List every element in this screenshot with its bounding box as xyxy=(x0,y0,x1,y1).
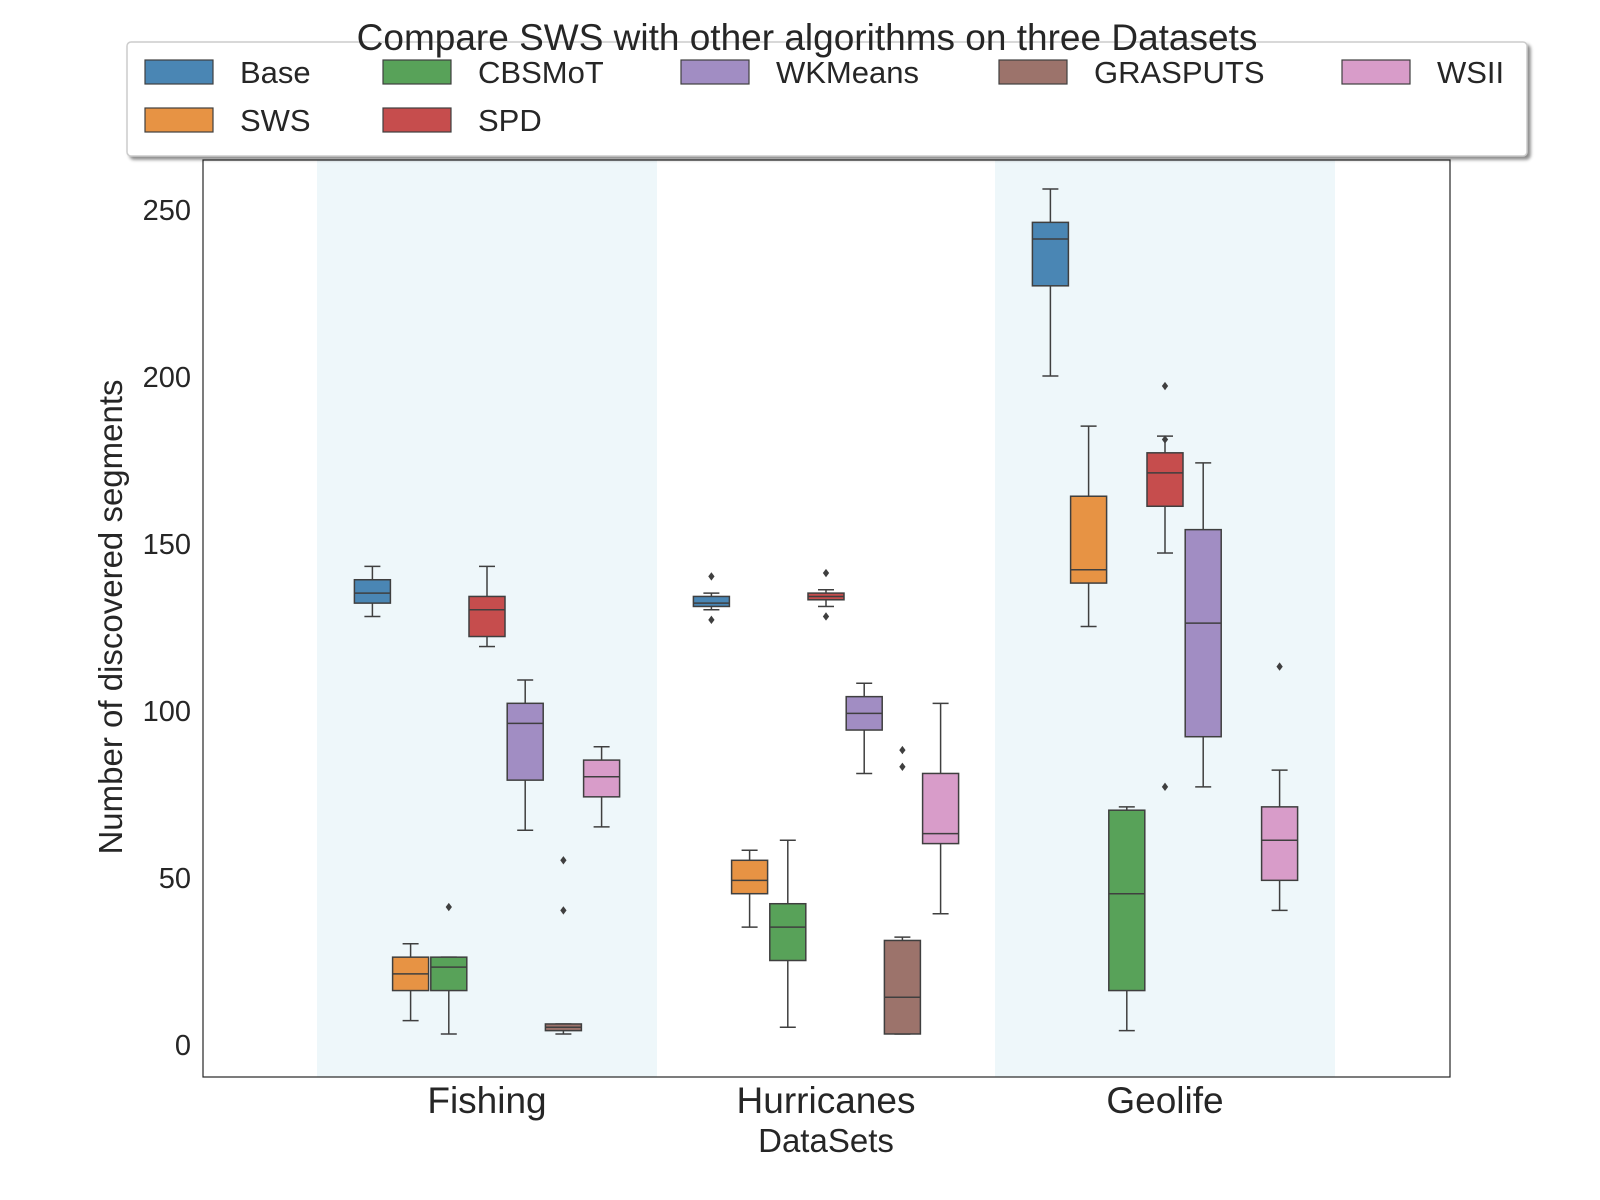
legend-item-cbsmot: CBSMoT xyxy=(382,55,604,90)
outlier-point xyxy=(560,906,567,915)
box-sws-geolife xyxy=(1069,425,1108,628)
legend-swatch xyxy=(382,107,452,133)
legend-label: GRASPUTS xyxy=(1094,55,1265,90)
y-tick-label: 200 xyxy=(143,362,191,394)
box-spd-hurricanes xyxy=(807,568,845,621)
x-tick-label: Fishing xyxy=(427,1080,546,1121)
legend-label: WSII xyxy=(1437,55,1504,90)
iqr-box xyxy=(506,702,544,781)
iqr-box xyxy=(1260,806,1299,882)
legend: Base SWS CBSMoT SPD WKMeans GRASPUTS WSII xyxy=(126,41,1528,157)
outlier-point xyxy=(1276,662,1283,671)
iqr-box xyxy=(692,595,731,608)
legend-swatch xyxy=(382,59,452,85)
legend-item-sws: SWS xyxy=(144,103,311,138)
y-tick-label: 150 xyxy=(143,529,191,561)
box-grasputs-hurricanes xyxy=(883,745,922,1035)
iqr-box xyxy=(353,578,392,604)
iqr-box xyxy=(730,859,769,895)
legend-label: SPD xyxy=(478,103,542,138)
box-spd-geolife xyxy=(1146,381,1184,792)
outlier-point xyxy=(708,572,715,581)
y-tick-label: 100 xyxy=(143,696,191,728)
y-tick-label: 0 xyxy=(175,1030,191,1062)
iqr-box xyxy=(468,595,506,638)
legend-swatch xyxy=(998,59,1068,85)
legend-item-spd: SPD xyxy=(382,103,542,138)
legend-swatch xyxy=(1341,59,1411,85)
box-grasputs-fishing xyxy=(544,856,583,1035)
legend-item-base: Base xyxy=(144,55,311,90)
box-wkmeans-fishing xyxy=(506,679,544,831)
iqr-box xyxy=(1069,495,1108,584)
x-tick-labels: Fishing Hurricanes Geolife xyxy=(427,1080,1223,1121)
outlier-point xyxy=(1161,782,1169,792)
box-spd-fishing xyxy=(468,565,506,648)
box-cbsmot-hurricanes xyxy=(769,839,807,1029)
box-base-geolife xyxy=(1031,188,1070,377)
legend-label: Base xyxy=(240,55,311,90)
legend-item-wsii: WSII xyxy=(1341,55,1504,90)
iqr-box xyxy=(1184,528,1222,738)
legend-label: CBSMoT xyxy=(478,55,604,90)
iqr-box xyxy=(1031,221,1070,287)
chart-title: Compare SWS with other algorithms on thr… xyxy=(357,17,1258,58)
iqr-box xyxy=(921,772,960,845)
box-wkmeans-hurricanes xyxy=(845,682,883,775)
box-sws-fishing xyxy=(391,943,430,1022)
category-band-geolife xyxy=(995,160,1335,1077)
x-axis-label: DataSets xyxy=(758,1122,894,1159)
outlier-point xyxy=(1161,435,1169,444)
legend-swatch xyxy=(144,59,214,85)
plot-frame xyxy=(202,159,1451,1078)
iqr-box xyxy=(1146,452,1184,508)
box-base-fishing xyxy=(353,565,392,618)
legend-box xyxy=(126,41,1528,157)
y-tick-labels: 0 50 100 150 200 250 xyxy=(143,195,191,1062)
legend-item-wkmeans: WKMeans xyxy=(680,55,919,90)
iqr-box xyxy=(582,759,621,798)
category-shading-layer xyxy=(317,160,1335,1077)
outlier-point xyxy=(822,612,830,621)
x-tick-label: Hurricanes xyxy=(737,1080,916,1121)
outlier-point xyxy=(560,856,567,865)
y-tick-label: 250 xyxy=(143,195,191,227)
iqr-box xyxy=(769,902,807,962)
legend-swatch xyxy=(144,107,214,133)
x-tick-label: Geolife xyxy=(1106,1080,1223,1121)
box-cbsmot-geolife xyxy=(1108,806,1146,1032)
box-wsii-fishing xyxy=(582,745,621,828)
box-base-hurricanes xyxy=(692,572,731,625)
box-wsii-hurricanes xyxy=(921,702,960,915)
legend-label: WKMeans xyxy=(776,55,919,90)
outlier-point xyxy=(708,615,715,625)
outlier-point xyxy=(822,568,830,578)
outlier-point xyxy=(1161,381,1169,391)
y-tick-label: 50 xyxy=(159,863,191,895)
box-wkmeans-geolife xyxy=(1184,462,1222,788)
legend-item-grasputs: GRASPUTS xyxy=(998,55,1265,90)
boxes-layer xyxy=(353,188,1299,1035)
outlier-point xyxy=(445,902,452,912)
iqr-box xyxy=(1108,809,1146,992)
outlier-point xyxy=(899,745,906,755)
legend-swatch xyxy=(680,59,750,85)
iqr-box xyxy=(883,939,922,1035)
box-cbsmot-fishing xyxy=(430,902,468,1035)
y-axis-label: Number of discovered segments xyxy=(92,379,129,854)
legend-label: SWS xyxy=(240,103,311,138)
iqr-box xyxy=(430,956,468,992)
outlier-point xyxy=(899,762,906,771)
box-wsii-geolife xyxy=(1260,662,1299,912)
box-sws-hurricanes xyxy=(730,849,769,928)
